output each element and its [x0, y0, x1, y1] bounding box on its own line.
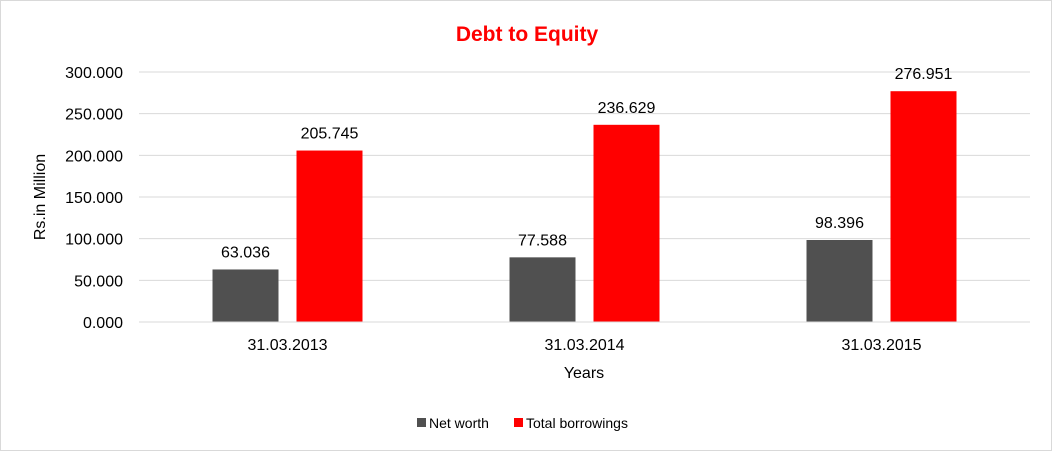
bar-total-borrowings [593, 124, 660, 322]
legend: Net worth Total borrowings [417, 415, 628, 431]
x-tick-label: 31.03.2014 [544, 337, 624, 354]
data-label: 63.036 [221, 244, 270, 261]
y-tick-label: 250.000 [65, 107, 123, 124]
data-label: 236.629 [598, 100, 656, 117]
y-tick-label: 0.000 [83, 315, 123, 332]
data-labels: 63.036 205.745 77.588 236.629 98.396 276.951 [221, 66, 952, 261]
y-tick-label: 200.000 [65, 148, 123, 165]
data-label: 276.951 [895, 66, 953, 83]
y-tick-label: 300.000 [65, 65, 123, 82]
legend-swatch [514, 418, 523, 427]
y-axis-ticks: 0.000 50.000 100.000 150.000 200.000 250.000 3… [65, 65, 123, 332]
chart-title: Debt to Equity [456, 23, 599, 46]
x-tick-label: 31.03.2015 [841, 337, 921, 354]
data-label: 98.396 [815, 215, 864, 232]
x-axis-ticks: 31.03.2013 31.03.2014 31.03.2015 [247, 337, 921, 354]
bar-total-borrowings [890, 91, 957, 323]
gridlines [139, 71, 1030, 281]
x-tick-label: 31.03.2013 [247, 337, 327, 354]
bar-net-worth [212, 269, 279, 322]
data-label: 77.588 [518, 232, 567, 249]
y-tick-label: 150.000 [65, 190, 123, 207]
legend-label: Net worth [429, 415, 489, 431]
bar-total-borrowings [296, 150, 363, 322]
y-tick-label: 50.000 [74, 273, 123, 290]
bar-net-worth [806, 240, 873, 322]
bar-net-worth [509, 257, 576, 322]
y-tick-label: 100.000 [65, 232, 123, 249]
x-axis-title: Years [564, 365, 604, 382]
legend-swatch [417, 418, 426, 427]
y-axis-title: Rs.in Million [32, 154, 49, 240]
bars [212, 91, 957, 323]
legend-label: Total borrowings [526, 415, 628, 431]
data-label: 205.745 [301, 126, 359, 143]
